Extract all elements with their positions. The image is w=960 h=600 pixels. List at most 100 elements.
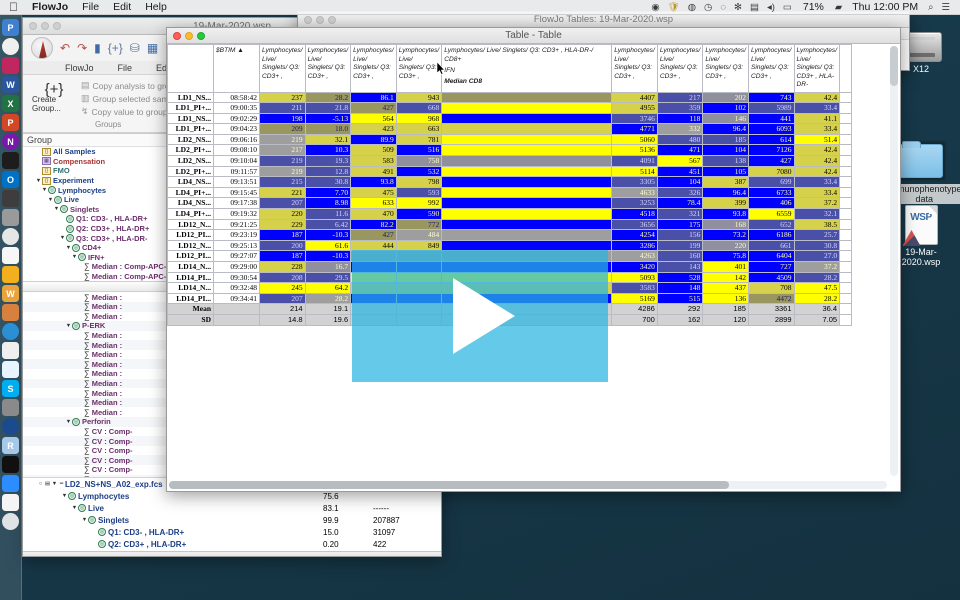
table-cell[interactable]: 4263	[611, 250, 658, 262]
table-cell[interactable]: -10.3	[304, 250, 352, 262]
table-cell[interactable]: 437	[702, 282, 749, 294]
table-cell[interactable]: 28.2	[793, 292, 841, 305]
table-cell[interactable]: 211	[259, 102, 306, 114]
table-cell[interactable]: 743	[747, 91, 795, 104]
close-icon[interactable]	[173, 31, 181, 40]
table-cell[interactable]: 3746	[611, 112, 658, 125]
table-cell[interactable]: 217	[656, 91, 704, 104]
tree-item[interactable]: ∑ Median :	[23, 292, 441, 302]
minimize-icon[interactable]	[316, 15, 324, 24]
table-cell[interactable]: 207	[259, 292, 306, 305]
table-cell[interactable]: 387	[702, 176, 749, 188]
search-icon[interactable]: ⌕	[928, 1, 934, 13]
dock-item-adobe[interactable]	[2, 57, 19, 74]
dock-item-outlook[interactable]: O	[2, 171, 19, 188]
table-cell[interactable]: 96.4	[702, 123, 749, 135]
table-cell[interactable]: 401	[702, 261, 749, 273]
table-cell[interactable]: 64.2	[304, 282, 352, 294]
table-cell[interactable]: 590	[395, 208, 443, 220]
tree-item[interactable]: ▼ ◎ CD4+	[23, 243, 441, 253]
table-cell[interactable]: 156	[656, 229, 704, 241]
table-row[interactable]: LD4_PI+... 09:19:32 220 11.6 470 590 4518 321 93…	[167, 208, 853, 220]
ribbon-group-groups[interactable]: {+} Create Group... ▤ Copy analysis to g…	[27, 77, 191, 130]
maximize-icon[interactable]	[328, 15, 336, 24]
maximize-icon[interactable]	[197, 31, 205, 40]
close-icon[interactable]	[304, 15, 312, 24]
table-cell[interactable]: 567	[656, 155, 704, 167]
tree-item[interactable]: ◎ Q1: CD3- , HLA-DR+	[23, 214, 441, 224]
disclosure-triangle-icon[interactable]: ▼	[81, 517, 88, 523]
table-cell[interactable]: 441	[747, 112, 795, 125]
table-row[interactable]: LD1_PI+... 09:00:35 211 21.8 427 668 4955 359 10…	[167, 102, 853, 114]
table-cell[interactable]: 41.1	[793, 112, 841, 125]
table-cell[interactable]: 652	[747, 218, 795, 231]
column-header-stat[interactable]: Lymphocytes/ Live/ Singlets/ Q3: CD3+ ,	[611, 44, 658, 93]
table-cell[interactable]: 968	[395, 112, 443, 125]
tree-item[interactable]: ∑CV : Comp-	[23, 465, 441, 475]
video-play-overlay[interactable]	[352, 250, 608, 382]
table-row[interactable]: LD2_NS... 09:06:16 219 32.1 89.9 781 5060 480 18…	[167, 133, 853, 146]
table-cell[interactable]: 4472	[747, 292, 795, 305]
table-cell[interactable]: 148	[656, 282, 704, 294]
table-cell[interactable]: 4633	[611, 186, 658, 199]
copy-analysis-to-group-button[interactable]: ▤ Copy analysis to group	[81, 80, 184, 91]
table-row[interactable]: LD1_NS... 09:02:29 198 -5.13 564 968 3746 118 14…	[167, 112, 853, 125]
table-cell[interactable]: 89.9	[350, 133, 397, 146]
table-row[interactable]: LD12_N... 09:25:13 200 61.6 444 849 3286 199 220…	[167, 239, 853, 252]
table-cell[interactable]: 30.8	[304, 176, 352, 188]
table-cell-selected-column[interactable]	[441, 218, 613, 231]
tab-file[interactable]: File	[117, 62, 133, 73]
tree-item[interactable]: ∑ Median :	[23, 350, 441, 360]
table-cell[interactable]: 209	[259, 123, 306, 135]
apple-logo-icon[interactable]: 	[7, 0, 25, 14]
table-cell[interactable]: 727	[747, 261, 795, 273]
tree-item[interactable]: ▼{} Experiment	[23, 176, 441, 186]
table-row[interactable]: LD4_NS... 09:17:38 207 8.98 633 992 3253 78.4 39…	[167, 197, 853, 210]
table-cell[interactable]: 33.4	[793, 123, 841, 135]
table-cell[interactable]: 19.3	[304, 155, 352, 167]
table-cell[interactable]: 200	[259, 239, 306, 252]
stats-icon[interactable]: ⛁	[129, 41, 140, 55]
table-cell[interactable]: 237	[259, 91, 306, 104]
table-cell[interactable]: 4091	[611, 155, 658, 167]
table-cell[interactable]: 321	[656, 208, 704, 220]
table-icon[interactable]: ▦	[146, 41, 159, 55]
tree-item[interactable]: {} FMO	[23, 166, 441, 176]
table-cell[interactable]: 470	[350, 208, 397, 220]
dropbox-icon[interactable]: ◍	[687, 1, 697, 13]
table-cell[interactable]: 772	[395, 218, 443, 231]
table-cell[interactable]: 105	[702, 165, 749, 178]
close-icon[interactable]	[29, 22, 37, 30]
menu-flowjo[interactable]: FlowJo	[23, 0, 68, 13]
table-cell[interactable]: 146	[702, 112, 749, 125]
table-cell[interactable]: 42.4	[793, 91, 841, 104]
scrollbar-thumb[interactable]	[169, 481, 729, 489]
table-cell[interactable]: 451	[656, 165, 704, 178]
table-cell[interactable]: 78.4	[656, 197, 704, 210]
table-cell[interactable]: 208	[259, 271, 306, 284]
table-cell[interactable]: 93.8	[350, 176, 397, 188]
record-icon[interactable]: ◉	[651, 1, 660, 13]
dock-item-system-prefs[interactable]	[2, 399, 19, 416]
tree-item[interactable]: ∑CV : Comp-	[23, 427, 441, 437]
table-row[interactable]: LD12_N... 09:21:25 229 6.42 82.2 772 3656 175 16…	[167, 218, 853, 231]
table-cell[interactable]: 217	[259, 144, 306, 157]
dock-item-excel[interactable]: X	[2, 95, 19, 112]
scrollbar-thumb[interactable]	[890, 46, 898, 86]
disclosure-triangle-icon[interactable]: ▼	[41, 187, 48, 194]
table-cell-selected-column[interactable]	[441, 133, 613, 146]
table-cell[interactable]: 661	[747, 239, 795, 252]
table-cell[interactable]: 30.8	[793, 239, 841, 252]
table-row[interactable]: LD1_PI+... 09:04:23 209 18.0 423 663 4771 332 96…	[167, 123, 853, 135]
tree-item[interactable]: ∑ Median :	[23, 331, 441, 341]
table-cell-selected-column[interactable]	[441, 208, 613, 220]
table-cell-selected-column[interactable]	[441, 112, 613, 125]
tree-item[interactable]: ◎ Q2: CD3+ , HLA-DR+	[23, 224, 441, 234]
table-cell[interactable]: 104	[702, 144, 749, 157]
table-cell[interactable]: 633	[350, 197, 397, 210]
table-cell[interactable]: 160	[656, 250, 704, 262]
table-cell[interactable]: 758	[395, 155, 443, 167]
table-row[interactable]: LD2_PI+... 09:11:57 219 12.8 491 532 5114 451 10…	[167, 165, 853, 178]
sample-subrow[interactable]: ▼ ◎ Singlets 99.9 207887	[23, 514, 441, 526]
